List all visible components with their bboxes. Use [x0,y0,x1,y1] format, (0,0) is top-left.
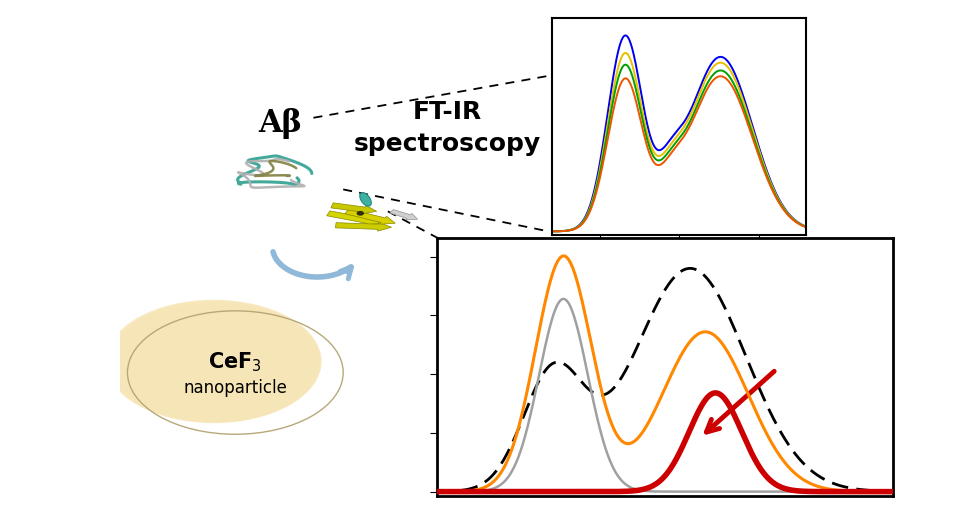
Ellipse shape [136,316,307,415]
Ellipse shape [120,308,315,419]
Text: nanoparticle: nanoparticle [183,379,287,398]
Ellipse shape [142,320,304,413]
Ellipse shape [134,315,308,415]
Ellipse shape [184,344,285,401]
Ellipse shape [166,333,294,406]
Ellipse shape [164,332,295,406]
Ellipse shape [106,300,322,423]
Ellipse shape [160,330,296,408]
Ellipse shape [116,306,317,420]
Ellipse shape [126,311,312,417]
Ellipse shape [158,329,297,408]
Text: β-sheet: β-sheet [708,279,828,308]
Ellipse shape [140,319,305,414]
Ellipse shape [180,341,287,402]
Ellipse shape [131,313,310,416]
Ellipse shape [146,322,302,412]
Ellipse shape [156,328,298,409]
Text: FT-IR
spectroscopy: FT-IR spectroscopy [354,100,540,156]
FancyArrow shape [331,203,376,214]
Ellipse shape [175,338,290,404]
Ellipse shape [169,334,293,405]
Ellipse shape [112,303,319,421]
Ellipse shape [182,343,286,402]
Ellipse shape [177,339,289,403]
Ellipse shape [187,345,284,400]
FancyArrow shape [345,209,396,224]
Text: Aβ: Aβ [258,108,301,139]
Ellipse shape [124,310,313,418]
Ellipse shape [118,307,316,420]
Ellipse shape [155,327,299,409]
Ellipse shape [144,321,303,412]
Ellipse shape [132,314,309,416]
Ellipse shape [128,312,311,417]
FancyArrow shape [335,222,392,231]
Ellipse shape [138,318,306,414]
Ellipse shape [360,193,372,206]
Ellipse shape [153,326,300,410]
Ellipse shape [109,302,320,422]
Ellipse shape [149,324,301,411]
Ellipse shape [122,309,314,419]
Ellipse shape [179,340,288,403]
Ellipse shape [108,301,321,422]
Ellipse shape [171,336,292,405]
Ellipse shape [162,331,295,407]
Ellipse shape [114,304,318,421]
FancyArrow shape [390,209,418,220]
Ellipse shape [356,211,364,216]
Ellipse shape [151,325,300,410]
Text: CeF$_3$: CeF$_3$ [208,351,262,374]
Ellipse shape [173,337,291,404]
FancyArrow shape [326,211,380,225]
